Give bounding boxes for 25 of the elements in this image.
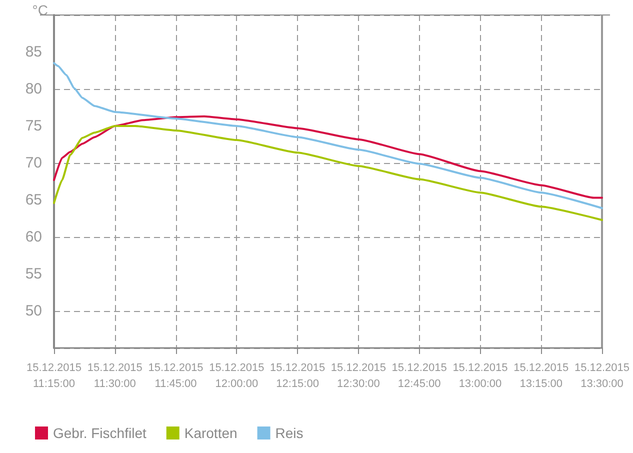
y-tick-label: 85 [25, 44, 42, 60]
legend-label: Gebr. Fischfilet [53, 425, 146, 441]
x-tick-label: 15.12.2015 12:00:00 [209, 362, 264, 390]
legend-label: Karotten [184, 425, 238, 441]
x-tick-label: 15.12.2015 13:30:00 [574, 362, 630, 390]
y-tick-label: 70 [25, 154, 42, 172]
x-tick-label: 15.12.2015 13:00:00 [452, 362, 508, 390]
y-tick-label: 50 [25, 302, 42, 320]
x-tick-label: 15.12.2015 12:15:00 [270, 362, 326, 390]
x-tick-label: 15.12.2015 11:45:00 [148, 362, 204, 390]
x-tick-label: 15.12.2015 12:30:00 [330, 362, 386, 390]
y-tick-label: 75 [25, 118, 42, 134]
x-tick-label: 15.12.2015 11:30:00 [87, 362, 142, 390]
line-series [53, 125, 603, 221]
legend-label: Reis [275, 425, 304, 441]
x-tick-label: 15.12.2015 12:45:00 [392, 362, 447, 390]
line-series [53, 115, 603, 199]
x-tick-label: 15.12.2015 13:15:00 [514, 362, 569, 390]
y-tick-label: 60 [25, 228, 42, 246]
y-tick-label: 80 [25, 80, 42, 98]
line-series [53, 62, 603, 210]
x-tick-label: 15.12.2015 11:15:00 [26, 362, 82, 390]
y-axis-title: °C [32, 2, 48, 18]
y-tick-label: 65 [25, 192, 42, 208]
y-tick-label: 55 [25, 266, 42, 282]
